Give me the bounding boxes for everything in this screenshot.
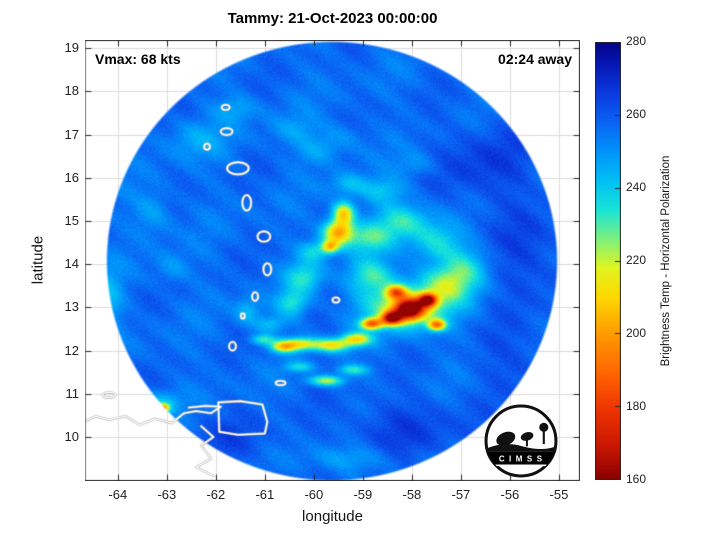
cimss-logo-ground bbox=[486, 444, 556, 452]
x-tick-label: -55 bbox=[549, 487, 569, 502]
cimss-logo-text: C I M S S bbox=[499, 455, 543, 464]
plot-area: Vmax: 68 kts 02:24 away bbox=[85, 40, 580, 481]
x-tick-label: -62 bbox=[206, 487, 226, 502]
x-axis-label: longitude bbox=[302, 508, 363, 525]
colorbar bbox=[595, 42, 621, 480]
colorbar-tick-label: 160 bbox=[626, 472, 647, 486]
figure-title: Tammy: 21-Oct-2023 00:00:00 bbox=[227, 10, 438, 27]
x-tick-label: -59 bbox=[353, 487, 373, 502]
cimss-dish-icon bbox=[496, 431, 534, 448]
cimss-logo: C I M S S bbox=[484, 404, 558, 478]
x-tick-label: -61 bbox=[255, 487, 275, 502]
x-tick-label: -56 bbox=[500, 487, 520, 502]
y-axis-label: latitude bbox=[29, 235, 47, 285]
cimss-logo-band bbox=[486, 451, 556, 465]
colorbar-tick-label: 180 bbox=[626, 399, 647, 413]
colorbar-tick-label: 200 bbox=[626, 326, 647, 340]
cimss-logo-band-gap bbox=[486, 464, 556, 467]
y-tick-label: 19 bbox=[64, 40, 79, 56]
y-tick-label: 17 bbox=[64, 126, 79, 142]
y-tick-label: 13 bbox=[64, 299, 79, 315]
y-tick-label: 10 bbox=[64, 428, 79, 444]
heatmap-canvas bbox=[85, 40, 580, 481]
y-tick-label: 12 bbox=[64, 342, 79, 358]
y-tick-label: 15 bbox=[64, 212, 79, 228]
y-tick-label: 11 bbox=[65, 385, 80, 401]
x-tick-label: -57 bbox=[451, 487, 471, 502]
time-annotation: 02:24 away bbox=[498, 51, 572, 67]
x-tick-label: -64 bbox=[108, 487, 128, 502]
x-tick-label: -60 bbox=[304, 487, 324, 502]
x-tick-label: -63 bbox=[157, 487, 177, 502]
colorbar-tick-label: 280 bbox=[626, 34, 647, 48]
y-tick-label: 16 bbox=[64, 169, 79, 185]
colorbar-tick-label: 240 bbox=[626, 180, 647, 194]
vmax-annotation: Vmax: 68 kts bbox=[95, 51, 181, 67]
colorbar-tick-label: 220 bbox=[626, 253, 647, 267]
y-tick-label: 18 bbox=[64, 83, 79, 99]
x-tick-label: -58 bbox=[402, 487, 422, 502]
colorbar-label: Brightness Temp - Horizontal Polarizatio… bbox=[660, 155, 672, 367]
y-tick-label: 14 bbox=[64, 256, 79, 272]
colorbar-tick-label: 260 bbox=[626, 107, 647, 121]
cimss-water-tower-icon bbox=[539, 422, 549, 445]
